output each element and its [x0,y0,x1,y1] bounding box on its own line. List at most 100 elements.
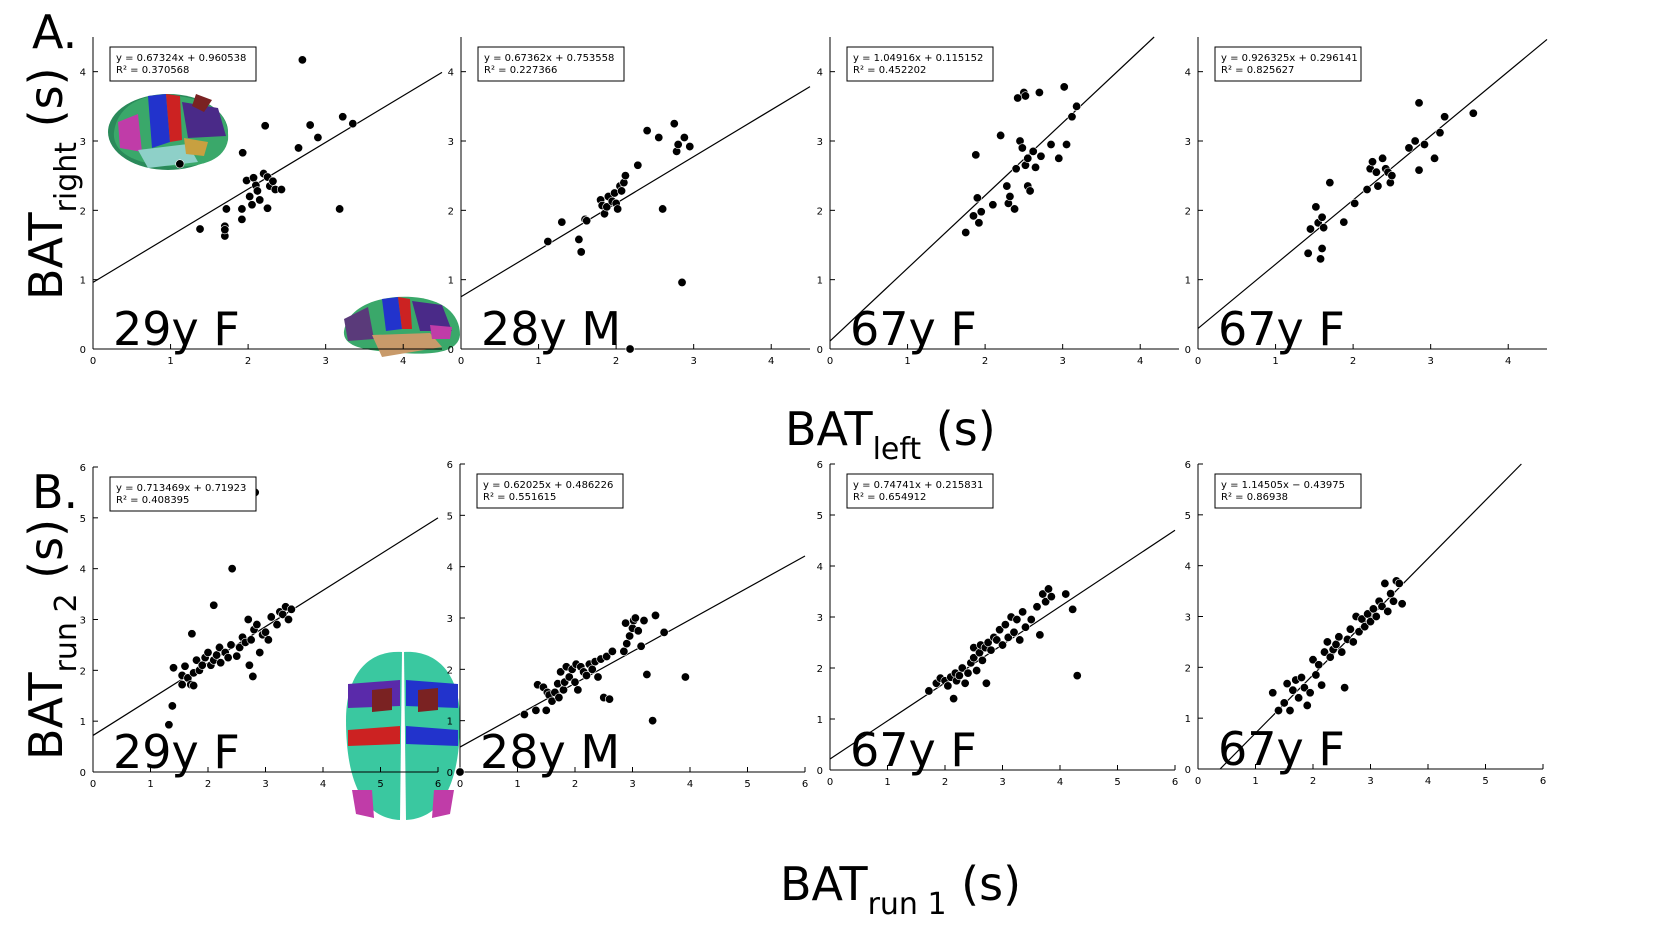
data-point [977,655,987,665]
data-point [1002,181,1012,191]
data-point [195,224,205,234]
data-point [593,672,603,682]
x-tick-label: 2 [982,356,988,367]
data-point [238,148,248,158]
data-point [969,653,979,663]
data-point [262,203,272,213]
data-point [1371,611,1381,621]
data-point [175,159,185,169]
x-tick-label: 3 [262,779,268,790]
data-point [988,200,998,210]
y-tick-label: 5 [80,514,86,525]
data-point [1337,647,1347,657]
data-point [1311,670,1321,680]
regression-line [829,36,1155,342]
x-tick-label: 6 [1540,776,1546,787]
data-point [1414,98,1424,108]
y-tick-label: 4 [1185,562,1191,573]
x-tick-label: 5 [1114,777,1120,788]
data-point [248,671,258,681]
data-point [650,610,660,620]
data-point [582,216,592,226]
data-point [1440,112,1450,122]
x-tick-label: 2 [572,779,578,790]
data-point [1340,683,1350,693]
data-point [1034,87,1044,97]
y-tick-label: 2 [817,206,823,217]
data-point [1282,679,1292,689]
data-point [972,193,982,203]
y-tick-label: 1 [817,276,823,287]
data-point [957,663,967,673]
data-point [554,693,564,703]
regression-equation: y = 0.67324x + 0.960538 [116,53,246,64]
y-tick-label: 0 [817,766,823,777]
x-tick-label: 6 [435,779,441,790]
y-tick-label: 4 [448,68,454,79]
data-point [1366,617,1376,627]
data-point [286,604,296,614]
x-tick-label: 4 [320,779,326,790]
y-tick-label: 2 [817,664,823,675]
data-point [203,648,213,658]
data-point [679,133,689,143]
data-point [1380,578,1390,588]
data-point [1394,578,1404,588]
scatter-panel-7: 0 1 2 3 4 5 6 0 1 2 3 4 5 6 y = 0.74741x + 0.215831R² … [817,460,1179,788]
data-point [1308,655,1318,665]
y-tick-label: 2 [447,665,453,676]
x-tick-label: 1 [147,779,153,790]
data-point [1371,167,1381,177]
data-point [1046,592,1056,602]
data-point [587,664,597,674]
data-point [1387,171,1397,181]
data-point [963,668,973,678]
data-point [1319,223,1329,233]
data-point [252,186,262,196]
data-point [602,202,612,212]
data-point [1305,224,1315,234]
data-point [1015,635,1025,645]
data-point [1299,683,1309,693]
y-tick-label: 2 [1185,206,1191,217]
x-tick-label: 3 [1427,356,1433,367]
data-point [1011,164,1021,174]
svg-text:BATrun 2 (s): BATrun 2 (s) [19,519,84,760]
brain-medial-render-icon [343,296,460,357]
data-point [215,642,225,652]
data-point [619,646,629,656]
data-point [1010,204,1020,214]
data-point [673,139,683,149]
scatter-panel-5: 0 1 2 3 4 5 6 0 1 2 3 4 5 6 y = 0.713469x + 0.71923R² … [80,463,442,790]
y-tick-label: 3 [448,137,454,148]
subject-label: 67y F [850,302,977,356]
y-tick-label: 3 [817,137,823,148]
y-tick-label: 0 [447,768,453,779]
subject-label: 67y F [850,723,977,777]
regression-line [459,555,806,748]
regression-equation: y = 1.14505x − 0.43975 [1221,480,1345,491]
data-point [1005,191,1015,201]
data-point [654,133,664,143]
svg-text:BATright (s): BATright (s) [19,67,84,300]
data-point [338,112,348,122]
data-point [1383,606,1393,616]
data-point [1025,186,1035,196]
data-point [1377,601,1387,611]
regression-equation: y = 0.67362x + 0.753558 [484,53,614,64]
data-point [1017,143,1027,153]
data-point [455,767,465,777]
y-tick-label: 4 [447,563,453,574]
y-tick-label: 3 [817,613,823,624]
data-point [164,720,174,730]
y-tick-label: 1 [817,715,823,726]
data-point [1397,599,1407,609]
data-point [1317,243,1327,253]
data-point [543,237,553,247]
data-point [519,710,529,720]
data-point [268,176,278,186]
data-point [556,667,566,677]
data-point [633,626,643,636]
data-point [272,620,282,630]
data-point [192,655,202,665]
